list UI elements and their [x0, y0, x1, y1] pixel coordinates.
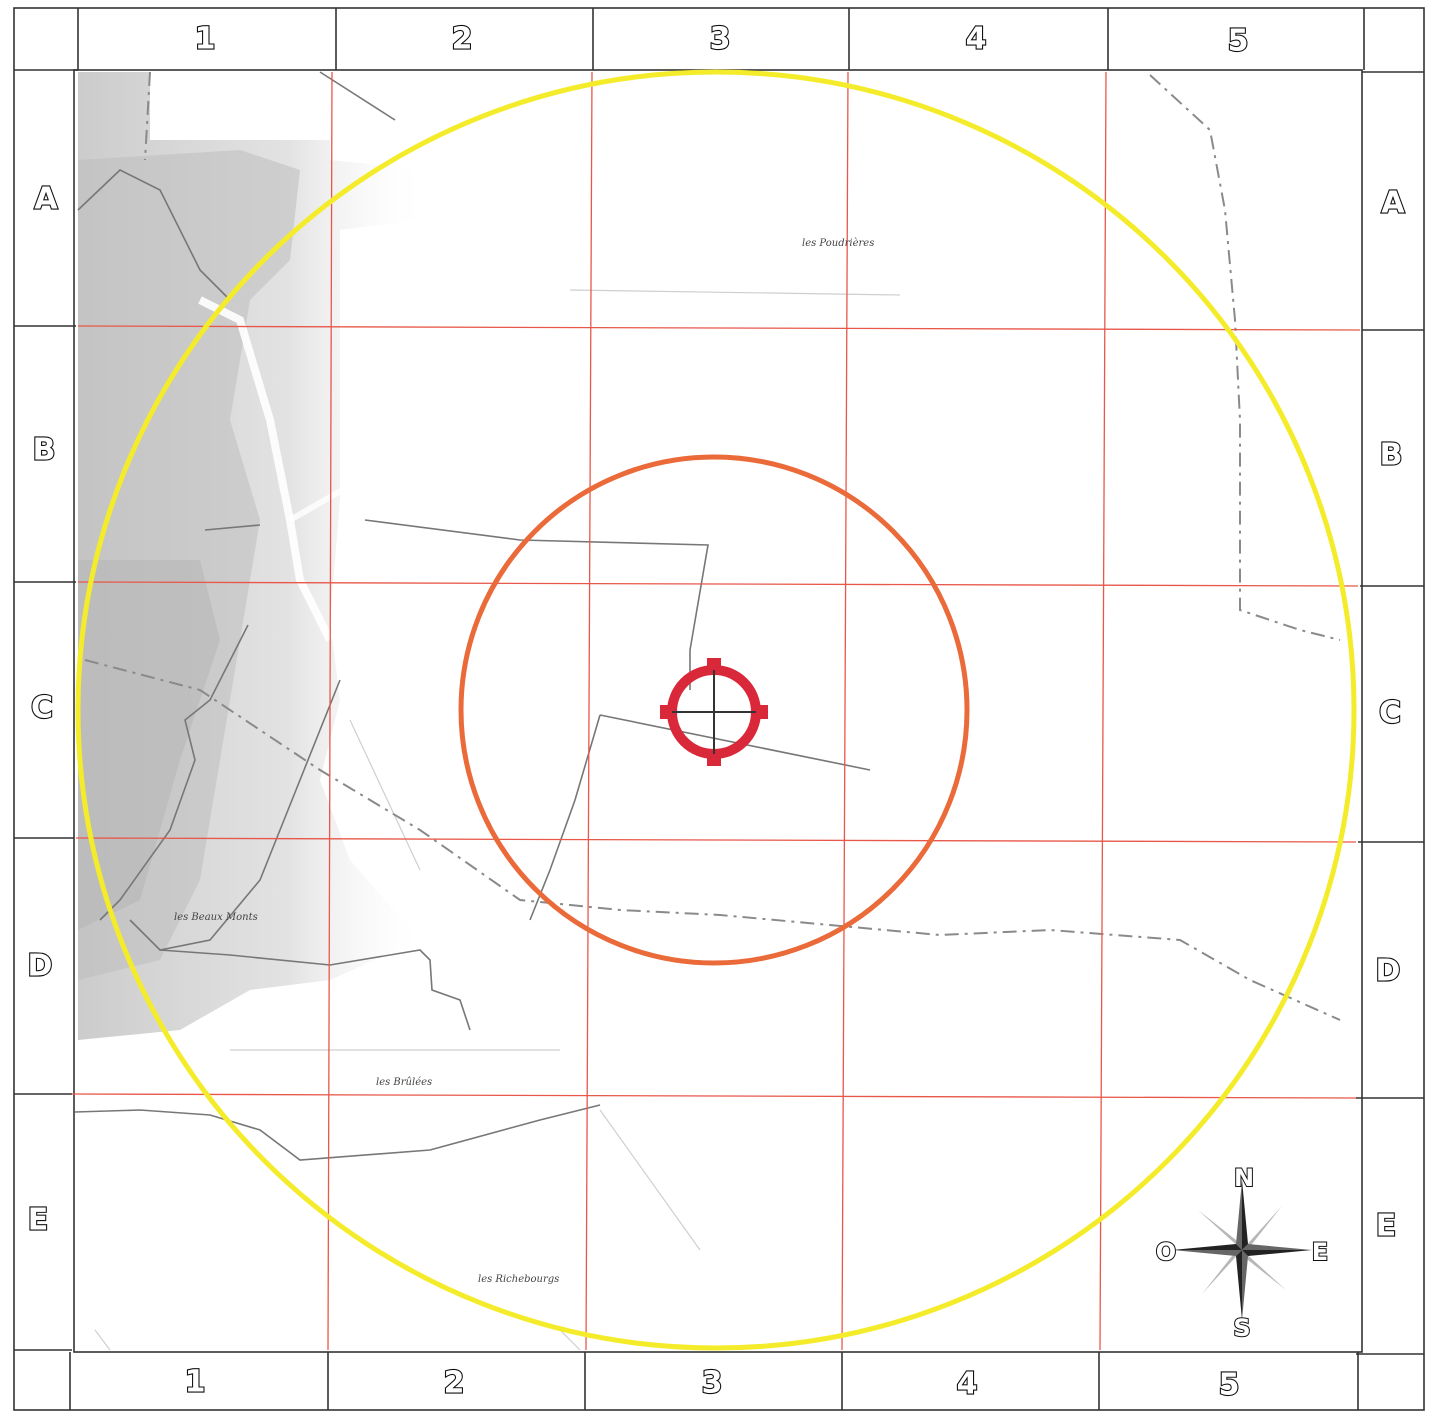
row-label: E [1376, 1209, 1397, 1244]
column-label: 3 [702, 1366, 723, 1401]
row-label: C [1379, 696, 1401, 731]
row-label: D [28, 949, 53, 984]
column-label: 3 [710, 22, 731, 57]
row-label: E [28, 1203, 49, 1238]
column-label: 1 [185, 1365, 206, 1400]
row-labels-right: A B C D E [1374, 184, 1406, 1244]
compass-west-label: O [1156, 1238, 1176, 1266]
place-labels: les Poudrières les Beaux Monts les Brûlé… [174, 238, 874, 1285]
outer-zone-circle [75, 69, 1357, 1351]
column-label: 1 [195, 22, 216, 57]
base-map [72, 70, 1362, 1351]
compass-rose-icon: N E S O [1155, 1163, 1329, 1343]
place-label-les-poudrieres: les Poudrières [802, 238, 874, 249]
row-label: D [1376, 954, 1401, 989]
compass-south-label: S [1233, 1314, 1250, 1342]
column-label: 5 [1219, 1368, 1240, 1403]
row-labels-left: A B C D E [26, 180, 59, 1238]
row-label: B [1380, 438, 1403, 473]
column-label: 4 [966, 22, 987, 57]
column-labels-top: 1 2 3 4 5 [193, 20, 1249, 59]
place-label-les-brulees: les Brûlées [376, 1077, 432, 1088]
column-label: 2 [452, 22, 473, 57]
place-label-les-richebourgs: les Richebourgs [478, 1274, 559, 1285]
inner-zone-circle [458, 454, 970, 966]
map-grid [71, 71, 1361, 1351]
crosshair-target-icon [660, 658, 768, 766]
grid-frame [13, 7, 1425, 1411]
row-label: C [31, 691, 53, 726]
column-labels-bottom: 1 2 3 4 5 [183, 1363, 1240, 1403]
column-label: 5 [1228, 24, 1249, 59]
compass-north-label: N [1234, 1164, 1254, 1192]
row-label: A [34, 182, 58, 217]
row-label: B [33, 433, 56, 468]
column-label: 4 [957, 1367, 978, 1402]
row-label: A [1381, 186, 1405, 221]
column-label: 2 [444, 1366, 465, 1401]
place-label-les-beaux-monts: les Beaux Monts [174, 912, 258, 923]
compass-east-label: E [1312, 1238, 1328, 1266]
